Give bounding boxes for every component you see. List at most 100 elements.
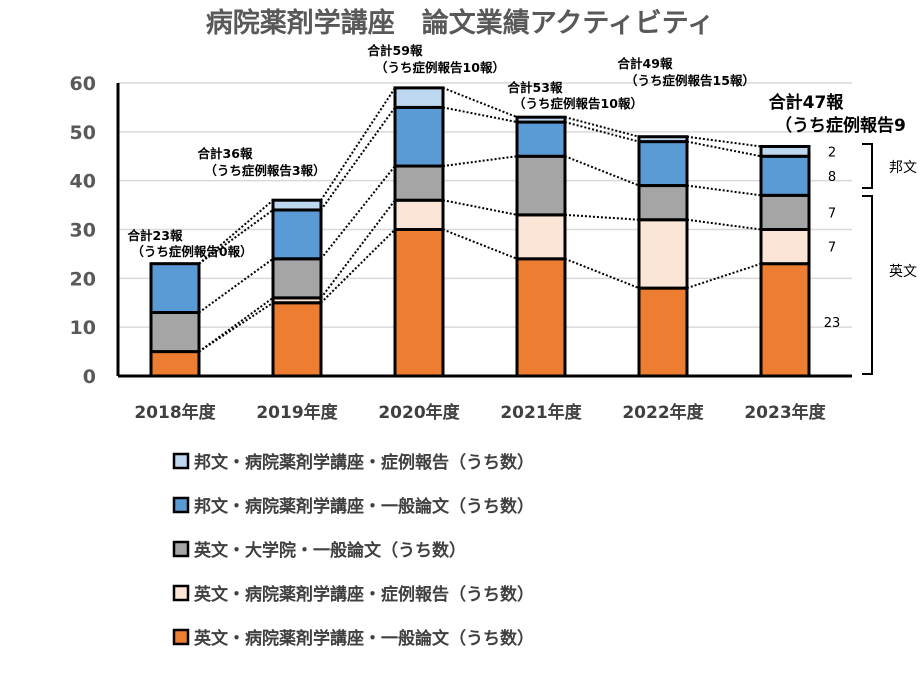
bar-segment [637, 184, 689, 222]
group-label: 邦文 [889, 160, 917, 176]
value-label: 8 [828, 170, 836, 185]
legend-swatch [172, 496, 190, 514]
connector-line [564, 121, 640, 143]
connector-line [198, 257, 274, 314]
connector-line [198, 209, 274, 265]
connector-line [686, 135, 762, 148]
value-label: 7 [828, 241, 836, 256]
legend-swatch [172, 628, 190, 646]
bar-segment [271, 198, 323, 212]
x-category-label: 2021年度 [500, 402, 582, 423]
connector-line [198, 199, 274, 265]
annotation-total: 合計59報 [368, 43, 423, 58]
x-category-label: 2020年度 [378, 402, 460, 423]
x-category-label: 2022年度 [622, 402, 704, 423]
bar-segment [149, 311, 201, 354]
connector-line [564, 213, 640, 221]
connector-line [442, 155, 518, 168]
y-tick-labels: 0 10 20 30 40 50 60 [70, 73, 96, 388]
bar-segment [393, 105, 445, 168]
bar-segment [515, 115, 567, 124]
annotation-case: （うち症例報告10報） [375, 60, 505, 75]
connector-line [442, 86, 518, 119]
bar-segment [759, 262, 811, 378]
value-label: 23 [824, 316, 841, 331]
bar-segment [515, 154, 567, 217]
connector-line [198, 301, 274, 353]
bar-segment [393, 228, 445, 378]
value-label: 2 [828, 145, 836, 160]
bar-segment [637, 286, 689, 378]
bar-segment [393, 164, 445, 202]
y-tick-label: 50 [70, 122, 96, 144]
total-annotations: 合計23報（うち症例報告0報） 合計36報 （うち症例報告3報） 合計59報 （うち症例… [128, 43, 906, 259]
connector-line [320, 87, 396, 201]
legend-swatch [172, 540, 190, 558]
bar-segment [637, 218, 689, 290]
x-category-label: 2023年度 [744, 402, 826, 423]
x-category-label: 2018年度 [134, 402, 216, 423]
x-category-label: 2019年度 [256, 402, 338, 423]
x-category-labels: 2018年度 2019年度 2020年度 2021年度 2022年度 2023年度 [134, 402, 826, 423]
y-tick-label: 40 [70, 171, 96, 193]
annotation-case: （うち症例報告10報） [513, 96, 643, 111]
bar-segment [271, 301, 323, 378]
value-label: 7 [828, 206, 836, 221]
connector-line [320, 106, 396, 211]
annotation-case: （うち症例報告9 [775, 115, 906, 136]
bar-segment [149, 262, 201, 315]
connector-line [686, 218, 762, 231]
annotation-case: （うち症例報告0報） [131, 244, 252, 259]
legend-label: 英文・病院薬剤学講座・一般論文（うち数） [194, 628, 534, 649]
bracket-hobun [862, 143, 873, 189]
connector-line [564, 116, 640, 138]
bar-segment [271, 257, 323, 300]
last-bar-value-labels: 23 7 7 8 2 [824, 145, 841, 331]
connector-line [442, 199, 518, 216]
legend: 邦文・病院薬剤学講座・症例報告（うち数） 邦文・病院薬剤学講座・一般論文（うち数）… [172, 452, 534, 649]
legend-label: 英文・大学院・一般論文（うち数） [194, 540, 466, 561]
legend-label: 邦文・病院薬剤学講座・一般論文（うち数） [194, 496, 534, 517]
annotation-case: （うち症例報告15報） [625, 73, 755, 88]
y-tick-label: 20 [70, 268, 96, 290]
connector-line [320, 199, 396, 299]
axes [116, 83, 852, 378]
bar-segment [393, 198, 445, 231]
connector-line [198, 297, 274, 353]
y-tick-label: 10 [70, 317, 96, 339]
connector-line [442, 228, 518, 260]
bar-segment [759, 154, 811, 197]
connector-line [686, 262, 762, 290]
annotation-total: 合計47報 [769, 92, 845, 113]
annotation-case: （うち症例報告3報） [204, 163, 325, 178]
connector-line [686, 140, 762, 158]
y-tick-label: 60 [70, 73, 96, 95]
annotation-total: 合計53報 [508, 80, 563, 95]
connector-line [564, 257, 640, 290]
legend-label: 英文・病院薬剤学講座・症例報告（うち数） [194, 584, 534, 605]
legend-swatch [172, 584, 190, 602]
annotation-total: 合計36報 [198, 146, 253, 161]
annotation-total: 合計23報 [128, 228, 183, 243]
connector-line [442, 106, 518, 124]
bar-segment [515, 120, 567, 158]
bar-segment [759, 193, 811, 231]
bar-segment [759, 144, 811, 158]
bar-segment [637, 135, 689, 144]
annotation-total: 合計49報 [618, 56, 673, 71]
group-label: 英文 [889, 263, 917, 280]
bar-segment [149, 350, 201, 378]
chart-title: 病院薬剤学講座 論文業績アクティビティ [206, 7, 714, 39]
connector-line [686, 184, 762, 197]
bar-segment [515, 257, 567, 378]
bar-segment [637, 140, 689, 188]
bar-segment [271, 208, 323, 261]
bracket-eibun [862, 195, 873, 375]
bar-segment [393, 86, 445, 109]
legend-swatch [172, 452, 190, 470]
legend-label: 邦文・病院薬剤学講座・症例報告（うち数） [194, 452, 534, 473]
y-tick-label: 30 [70, 220, 96, 242]
y-tick-label: 0 [83, 366, 96, 388]
